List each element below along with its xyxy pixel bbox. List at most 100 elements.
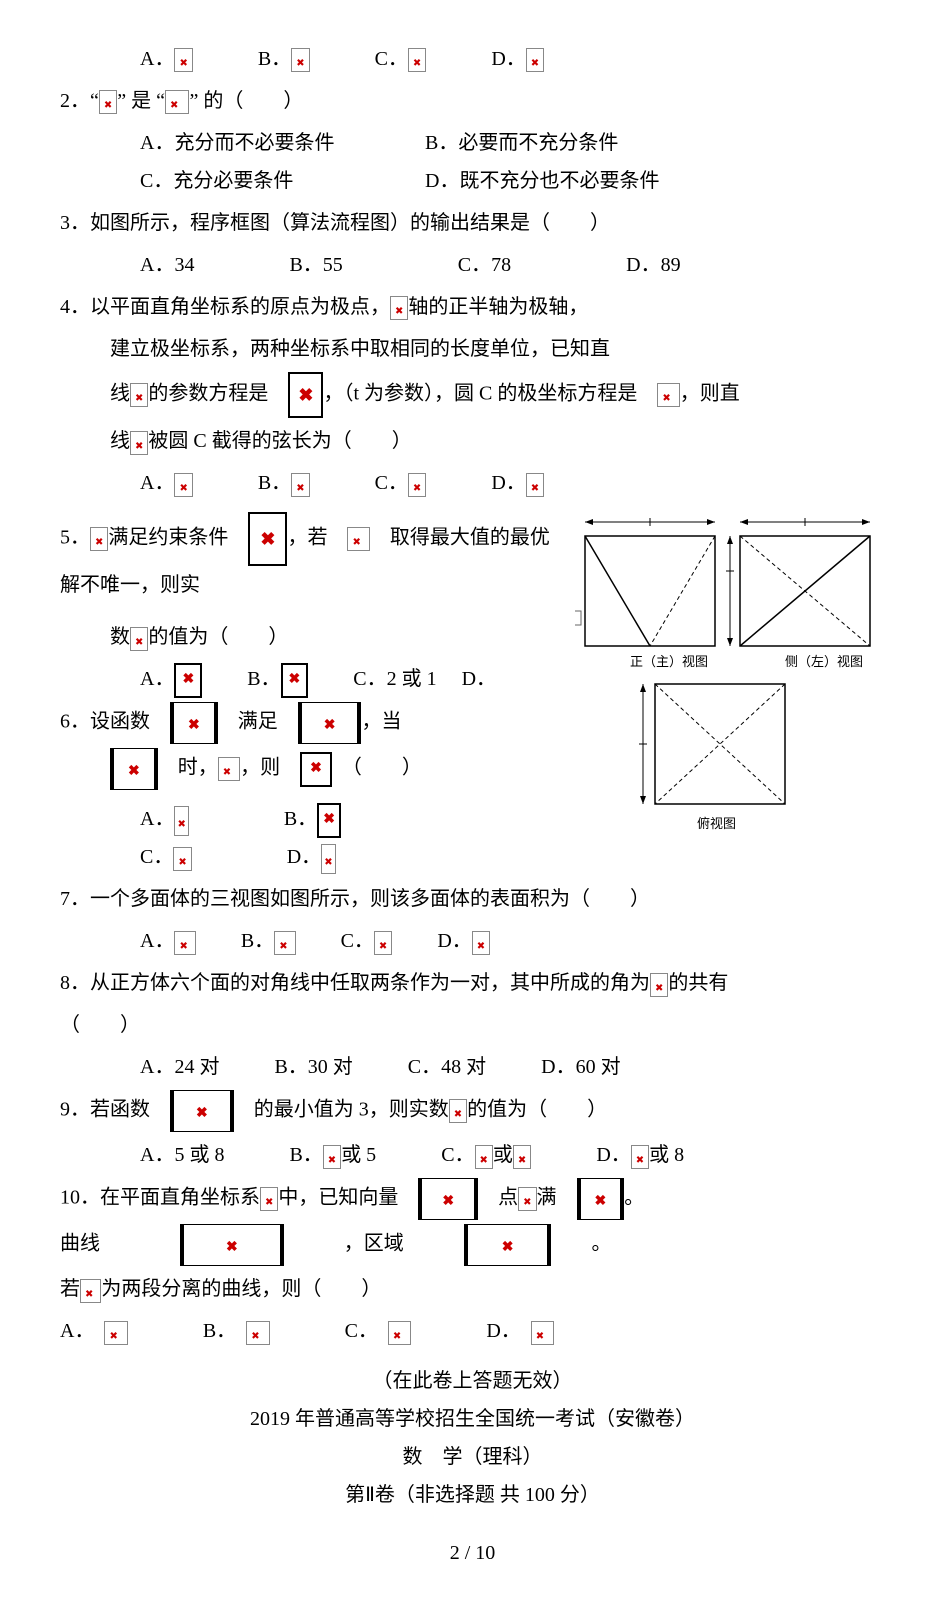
broken-image-icon: ✖	[174, 473, 192, 497]
q4-l2: 建立极坐标系，两种坐标系中取相同的长度单位，已知直	[60, 330, 885, 368]
q1-opt-c: C．✖	[375, 40, 427, 78]
q7-opt-c: C．✖	[341, 922, 393, 960]
footer-note: （在此卷上答题无效）	[60, 1362, 885, 1400]
broken-image-icon: ✖	[174, 48, 192, 72]
broken-image-icon: ✖	[165, 90, 189, 114]
broken-image-icon: ✖	[531, 1321, 554, 1345]
broken-image-icon: ✖	[526, 48, 544, 72]
broken-image-icon: ✖	[518, 1187, 536, 1211]
broken-image-icon: ✖	[130, 383, 148, 407]
footer-section: 第Ⅱ卷（非选择题 共 100 分）	[60, 1476, 885, 1514]
broken-image-icon: ✖	[130, 431, 148, 455]
q7-stem: 7．一个多面体的三视图如图所示，则该多面体的表面积为（ ）	[60, 880, 885, 918]
broken-image-icon: ✖	[472, 931, 490, 955]
q9-opt-d: D．✖或 8	[596, 1136, 684, 1174]
broken-image-icon: ✖	[180, 1224, 284, 1266]
broken-image-icon: ✖	[388, 1321, 411, 1345]
q5-opt-a: A．✖	[140, 660, 202, 698]
broken-image-icon: ✖	[449, 1099, 467, 1123]
broken-image-icon: ✖	[418, 1178, 478, 1220]
q8-opt-d: D．60 对	[541, 1048, 620, 1086]
broken-image-icon: ✖	[464, 1224, 552, 1266]
q3-opt-b: B．55	[289, 246, 342, 284]
broken-image-icon: ✖	[110, 748, 158, 790]
q4-options: A．✖ B．✖ C．✖ D．✖	[60, 464, 885, 502]
q8-opt-a: A．24 对	[140, 1048, 219, 1086]
broken-image-icon: ✖	[80, 1279, 101, 1303]
broken-image-icon: ✖	[248, 512, 287, 566]
broken-image-icon: ✖	[300, 752, 332, 787]
broken-image-icon: ✖	[374, 931, 392, 955]
q8-l2: （ ）	[60, 1006, 885, 1044]
broken-image-icon: ✖	[513, 1145, 531, 1169]
q1-opt-a: A．✖	[140, 40, 193, 78]
q8-l1: 8．从正方体六个面的对角线中任取两条作为一对，其中所成的角为✖的共有	[60, 964, 885, 1002]
q5-opt-c: C．2 或 1	[353, 660, 436, 698]
q2-opt-c: C．充分必要条件	[140, 162, 420, 200]
q7-opt-b: B．✖	[241, 922, 296, 960]
q6-opt-a: A．✖	[140, 800, 189, 838]
q10-opt-c: C． ✖	[345, 1312, 412, 1350]
broken-image-icon: ✖	[291, 48, 309, 72]
q4-l3: 线✖的参数方程是 ✖，（t 为参数），圆 C 的极坐标方程是 ✖，则直	[60, 372, 885, 418]
q8-options: A．24 对 B．30 对 C．48 对 D．60 对	[60, 1048, 885, 1086]
broken-image-icon: ✖	[321, 844, 335, 874]
three-view-svg: ✖ 正（主）视图 侧（左）视图	[575, 506, 885, 676]
q4-opt-b: B．✖	[258, 464, 310, 502]
q9-options: A．5 或 8 B．✖或 5 C．✖或✖ D．✖或 8	[60, 1136, 885, 1174]
q1-opt-b: B．✖	[258, 40, 310, 78]
q8-opt-c: C．48 对	[408, 1048, 486, 1086]
footer-subject: 数 学（理科）	[60, 1438, 885, 1476]
footer-title: 2019 年普通高等学校招生全国统一考试（安徽卷）	[60, 1400, 885, 1438]
q8-opt-b: B．30 对	[274, 1048, 352, 1086]
broken-image-icon: ✖	[90, 527, 108, 551]
q9-l1: 9．若函数 ✖ 的最小值为 3，则实数✖的值为（ ）	[60, 1090, 885, 1132]
side-view-label: 侧（左）视图	[785, 654, 863, 669]
broken-image-icon: ✖	[274, 931, 295, 955]
q1-opt-d: D．✖	[491, 40, 544, 78]
q3-options: A．34 B．55 C．78 D．89	[60, 246, 885, 284]
q2-opt-d: D．既不充分也不必要条件	[425, 162, 705, 200]
broken-image-icon: ✖	[657, 383, 679, 407]
broken-image-icon: ✖	[631, 1145, 649, 1169]
q9-opt-b: B．✖或 5	[289, 1136, 376, 1174]
q7-opt-a: A．✖	[140, 922, 196, 960]
q10-opt-d: D． ✖	[486, 1312, 554, 1350]
q10-l3: 若✖为两段分离的曲线，则（ ）	[60, 1270, 885, 1308]
broken-image-icon: ✖	[170, 1090, 234, 1132]
broken-image-icon: ✖	[174, 806, 188, 836]
q4-opt-d: D．✖	[491, 464, 544, 502]
q10-l1: 10．在平面直角坐标系✖中，已知向量 ✖ 点✖满 ✖。	[60, 1178, 885, 1220]
broken-image-icon: ✖	[174, 663, 202, 698]
q10-options: A． ✖ B． ✖ C． ✖ D． ✖	[60, 1312, 885, 1350]
broken-image-icon: ✖	[174, 931, 195, 955]
front-view-label: 正（主）视图	[630, 654, 708, 669]
q9-opt-c: C．✖或✖	[441, 1136, 531, 1174]
broken-image-icon: ✖	[130, 627, 148, 651]
q4-opt-a: A．✖	[140, 464, 193, 502]
broken-image-icon: ✖	[347, 527, 369, 551]
top-view-svg: 俯视图	[635, 676, 805, 836]
broken-image-icon: ✖	[408, 48, 426, 72]
q7-opt-d: D．✖	[437, 922, 490, 960]
three-view-figure: ✖ 正（主）视图 侧（左）视图	[575, 506, 885, 836]
q10-opt-a: A． ✖	[60, 1312, 128, 1350]
broken-image-icon: ✖	[218, 757, 240, 781]
broken-image-icon: ✖	[246, 1321, 269, 1345]
broken-image-icon: ✖	[99, 90, 117, 114]
broken-image-icon: ✖	[298, 702, 362, 744]
q2-stem: 2．“✖” 是 “✖” 的（ ）	[60, 90, 303, 112]
q6-opt-b: B．✖	[284, 800, 341, 838]
q5-opt-b: B．✖	[247, 660, 308, 698]
q3-opt-c: C．78	[458, 246, 511, 284]
footer: （在此卷上答题无效） 2019 年普通高等学校招生全国统一考试（安徽卷） 数 学…	[60, 1362, 885, 1514]
q7-options: A．✖ B．✖ C．✖ D．✖	[60, 922, 885, 960]
q4-opt-c: C．✖	[375, 464, 427, 502]
broken-image-icon: ✖	[323, 1145, 341, 1169]
q10-opt-b: B． ✖	[203, 1312, 270, 1350]
broken-image-icon: ✖	[408, 473, 426, 497]
q2-options: A．充分而不必要条件 B．必要而不充分条件 C．充分必要条件 D．既不充分也不必…	[60, 124, 885, 200]
broken-image-icon: ✖	[281, 663, 309, 698]
broken-image-icon: ✖	[390, 296, 408, 320]
q4-l1: 4．以平面直角坐标系的原点为极点，✖轴的正半轴为极轴，	[60, 288, 885, 326]
